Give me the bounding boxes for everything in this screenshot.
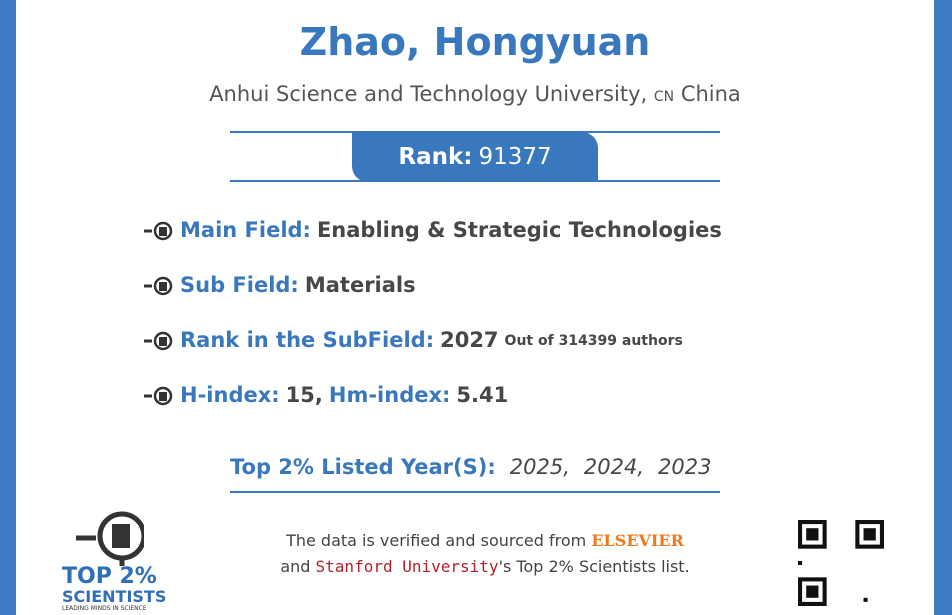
logo-scientists: SCIENTISTS [62, 587, 167, 606]
qr-module [806, 528, 819, 541]
field-value: Materials [304, 273, 416, 297]
field-note: Out of 314399 authors [504, 333, 683, 349]
bullet-icon [144, 276, 173, 296]
footer-line: The data is verified and sourced from [286, 531, 587, 550]
rank-value: 91377 [478, 144, 552, 170]
qr-module [798, 560, 803, 566]
year: 2025, [509, 455, 570, 479]
years-row: Top 2% Listed Year(S): 2025, 2024, 2023 [230, 455, 711, 479]
scientist-name: Zhao, Hongyuan [299, 20, 651, 64]
logo-top: TOP 2% [62, 564, 157, 589]
field-row: Main Field: Enabling & Strategic Technol… [144, 218, 722, 242]
bullet-icon [144, 331, 173, 351]
h-index-label: H-index: [180, 383, 280, 407]
h-index-value: 15, [285, 383, 323, 407]
divider [230, 491, 720, 493]
year: 2024, [583, 455, 644, 479]
field-label: Rank in the SubField: [180, 328, 435, 352]
rank-badge: Rank: 91377 [352, 132, 598, 182]
field-label: Main Field: [180, 218, 311, 242]
field-value: 2027 [440, 328, 499, 352]
field-label: Sub Field: [180, 273, 299, 297]
stanford: Stanford University [315, 557, 499, 576]
field-row: Sub Field: Materials [144, 273, 416, 297]
qr-module [863, 597, 868, 602]
footer-text: The data is verified and sourced from EL… [246, 528, 724, 580]
year: 2023 [658, 455, 712, 479]
footer-and: and [280, 557, 311, 576]
rank-label: Rank: [398, 144, 473, 170]
years-label: Top 2% Listed Year(S): [230, 455, 496, 479]
elsevier: ELSEVIER [591, 531, 684, 550]
country-code: CN [653, 89, 675, 105]
footer-tail: 's Top 2% Scientists list. [498, 557, 690, 576]
bullet-icon [144, 221, 173, 241]
country: China [680, 82, 741, 106]
affiliation-line: Anhui Science and Technology University,… [16, 82, 934, 106]
certificate-card: Zhao, Hongyuan Anhui Science and Technol… [16, 0, 934, 615]
qr-module [806, 585, 819, 598]
affiliation: Anhui Science and Technology University, [209, 82, 648, 106]
qr-module [863, 528, 876, 541]
field-row: H-index: 15, Hm-index: 5.41 [144, 383, 508, 407]
logo-tagline: LEADING MINDS IN SCIENCE [62, 605, 147, 612]
hm-index-value: 5.41 [456, 383, 509, 407]
logo-icon [76, 511, 144, 566]
field-row: Rank in the SubField: 2027 Out of 314399… [144, 328, 683, 352]
field-value: Enabling & Strategic Technologies [316, 218, 722, 242]
qr-code [798, 520, 884, 606]
bullet-icon [144, 386, 173, 406]
hm-index-label: Hm-index: [328, 383, 451, 407]
